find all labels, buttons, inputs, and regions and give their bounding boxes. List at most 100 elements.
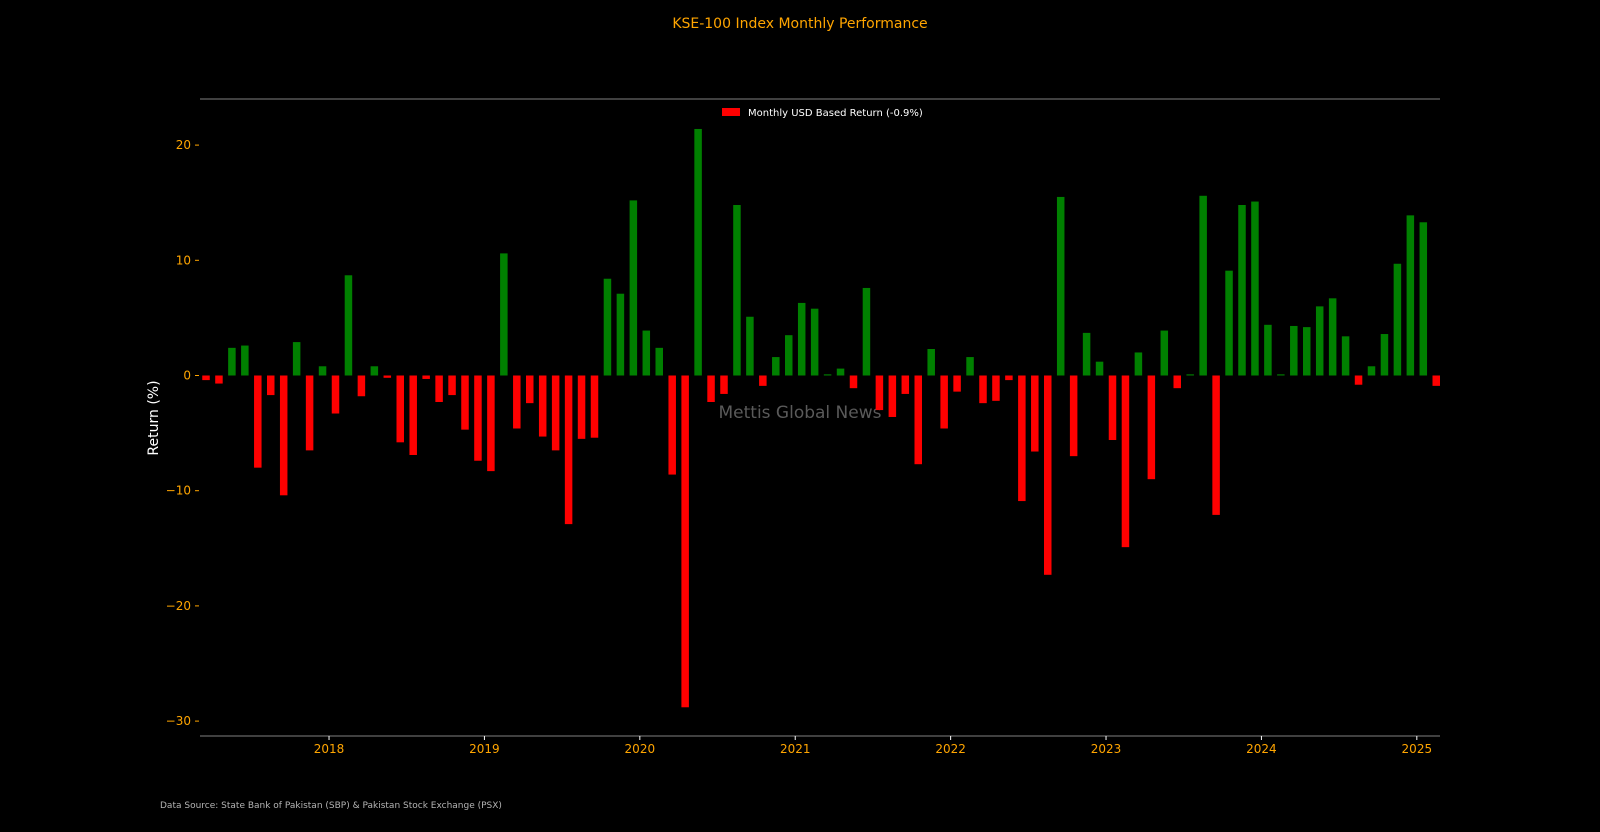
bar <box>1160 330 1169 376</box>
bar <box>940 375 948 429</box>
bar <box>228 347 236 376</box>
bar <box>1095 361 1104 376</box>
bar <box>590 375 599 438</box>
bar <box>668 375 676 475</box>
bar <box>759 375 767 386</box>
x-tick-label: 2020 <box>625 742 656 756</box>
bar <box>564 375 573 525</box>
bar <box>927 349 935 376</box>
bar <box>267 375 275 396</box>
bar <box>1432 375 1440 386</box>
bar <box>1341 336 1350 376</box>
bar <box>797 302 806 376</box>
bar <box>577 375 586 439</box>
x-tick-label: 2025 <box>1402 742 1433 756</box>
y-axis-ticks: 20 10 0 −10 −20 −30 <box>166 138 199 728</box>
bar <box>953 375 961 392</box>
legend: Monthly USD Based Return (-0.9%) <box>722 108 923 119</box>
bar <box>202 375 210 381</box>
bar <box>862 287 871 376</box>
x-tick-label: 2022 <box>935 742 966 756</box>
bar <box>1212 375 1220 515</box>
y-tick-label: 0 <box>183 369 191 383</box>
bar <box>836 368 845 376</box>
bar <box>1367 366 1376 376</box>
legend-label: Monthly USD Based Return (-0.9%) <box>748 108 923 119</box>
bar <box>849 375 858 389</box>
bar <box>1328 298 1337 376</box>
bar <box>422 375 430 379</box>
bar <box>966 357 974 376</box>
bar <box>383 375 392 378</box>
bar <box>875 375 884 411</box>
legend-swatch <box>722 108 740 116</box>
y-tick-label: −20 <box>166 599 191 613</box>
bar <box>823 374 832 376</box>
bar <box>1354 375 1363 385</box>
bar <box>1082 332 1091 376</box>
bar <box>616 293 625 376</box>
bar <box>1290 325 1298 376</box>
bar <box>810 308 819 376</box>
x-tick-label: 2018 <box>314 742 345 756</box>
bar <box>448 375 456 396</box>
bar <box>992 375 1000 401</box>
x-tick-label: 2023 <box>1091 742 1122 756</box>
bar <box>914 375 922 465</box>
bar <box>1238 205 1246 376</box>
bar <box>888 375 897 417</box>
bar <box>474 375 482 461</box>
x-tick-label: 2021 <box>780 742 811 756</box>
bar <box>1406 215 1415 376</box>
bar <box>279 375 288 496</box>
bar <box>292 342 301 376</box>
bar <box>1005 375 1013 381</box>
bar <box>551 375 560 451</box>
bar <box>1056 196 1065 376</box>
bar <box>487 375 495 472</box>
y-axis-label: Return (%) <box>146 380 162 455</box>
bar <box>1069 375 1078 457</box>
bar <box>241 345 249 376</box>
bar <box>642 330 651 376</box>
y-tick-label: −10 <box>166 484 191 498</box>
bar <box>720 375 728 394</box>
bar <box>461 375 469 430</box>
bar <box>318 366 327 376</box>
bar <box>1147 375 1156 480</box>
bar <box>396 375 404 443</box>
bar <box>655 347 663 376</box>
bar <box>1134 352 1143 376</box>
bar <box>1018 375 1026 502</box>
y-tick-label: −30 <box>166 714 191 728</box>
bar <box>1121 375 1130 548</box>
x-tick-label: 2024 <box>1246 742 1277 756</box>
bar <box>1419 222 1428 376</box>
bar <box>746 316 754 376</box>
bar <box>1303 327 1311 376</box>
x-axis-ticks: 2018 2019 2020 2021 2022 2023 2024 2025 <box>314 736 1432 756</box>
chart-title: KSE-100 Index Monthly Performance <box>672 16 927 32</box>
bar <box>694 128 702 376</box>
bar <box>500 253 508 376</box>
bar <box>1393 263 1402 376</box>
bar <box>1277 374 1285 376</box>
bar <box>1251 201 1259 376</box>
watermark: Mettis Global News <box>718 403 881 423</box>
bar <box>513 375 521 429</box>
data-source-note: Data Source: State Bank of Pakistan (SBP… <box>160 801 502 811</box>
bar <box>603 278 612 376</box>
bar <box>707 375 715 402</box>
bar <box>1108 375 1117 441</box>
bar <box>1044 375 1052 575</box>
bar <box>305 375 314 451</box>
bar <box>1225 270 1233 376</box>
bar <box>901 375 910 394</box>
bar <box>772 357 780 376</box>
y-tick-label: 20 <box>176 138 191 152</box>
bar <box>1380 334 1389 376</box>
y-tick-label: 10 <box>176 253 191 267</box>
bar <box>681 375 689 708</box>
bar <box>1186 374 1194 376</box>
